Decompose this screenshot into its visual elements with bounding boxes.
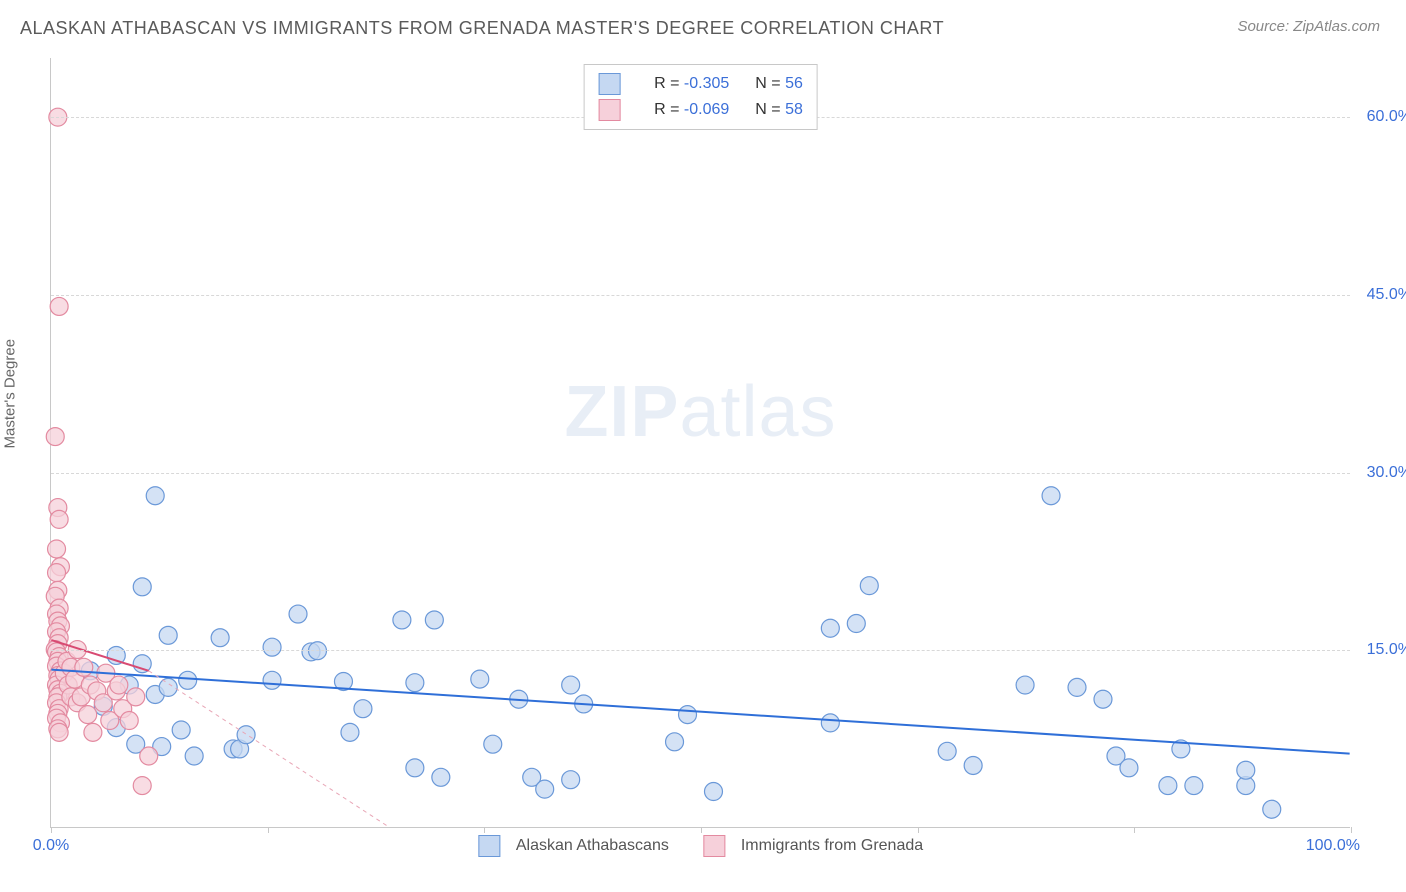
- n-value: 58: [785, 101, 803, 118]
- chart-title: ALASKAN ATHABASCAN VS IMMIGRANTS FROM GR…: [20, 18, 944, 39]
- data-point: [704, 783, 722, 801]
- data-point: [133, 578, 151, 596]
- legend-swatch-icon: [598, 73, 620, 95]
- x-tick: [268, 827, 269, 833]
- n-label: N =: [755, 75, 780, 92]
- y-tick-label: 15.0%: [1367, 641, 1406, 659]
- data-point: [79, 706, 97, 724]
- data-point: [159, 678, 177, 696]
- data-point: [211, 629, 229, 647]
- data-point: [50, 297, 68, 315]
- data-point: [1120, 759, 1138, 777]
- data-point: [179, 671, 197, 689]
- x-tick: [701, 827, 702, 833]
- y-tick-label: 60.0%: [1367, 108, 1406, 126]
- y-tick-label: 45.0%: [1367, 286, 1406, 304]
- data-point: [562, 771, 580, 789]
- data-point: [172, 721, 190, 739]
- data-point: [127, 688, 145, 706]
- legend-row: R = -0.069 N = 58: [598, 97, 803, 123]
- data-point: [666, 733, 684, 751]
- data-point: [1263, 800, 1281, 818]
- data-point: [425, 611, 443, 629]
- n-label: N =: [755, 101, 780, 118]
- data-point: [146, 487, 164, 505]
- x-tick: [1134, 827, 1135, 833]
- data-point: [110, 676, 128, 694]
- data-point: [263, 638, 281, 656]
- x-tick: [484, 827, 485, 833]
- data-point: [562, 676, 580, 694]
- data-point: [484, 735, 502, 753]
- data-point: [48, 564, 66, 582]
- data-point: [471, 670, 489, 688]
- data-point: [679, 706, 697, 724]
- x-tick: [51, 827, 52, 833]
- data-point: [120, 712, 138, 730]
- data-point: [185, 747, 203, 765]
- data-point: [1159, 777, 1177, 795]
- data-point: [406, 759, 424, 777]
- x-tick-label: 100.0%: [1306, 837, 1360, 855]
- gridline: [51, 473, 1350, 474]
- data-point: [860, 577, 878, 595]
- data-point: [289, 605, 307, 623]
- y-axis-label: Master's Degree: [2, 339, 19, 449]
- data-point: [821, 714, 839, 732]
- data-point: [133, 777, 151, 795]
- data-point: [263, 671, 281, 689]
- data-point: [46, 428, 64, 446]
- data-point: [75, 658, 93, 676]
- legend-item: Immigrants from Grenada: [703, 835, 923, 857]
- chart-plot-area: ZIPatlas R = -0.305 N = 56 R = -0.069 N …: [50, 58, 1350, 828]
- data-point: [1042, 487, 1060, 505]
- data-point: [1016, 676, 1034, 694]
- r-value: -0.069: [684, 101, 729, 118]
- r-label: R =: [654, 101, 679, 118]
- legend-row: R = -0.305 N = 56: [598, 71, 803, 97]
- r-value: -0.305: [684, 75, 729, 92]
- data-point: [48, 540, 66, 558]
- x-tick: [918, 827, 919, 833]
- data-point: [536, 780, 554, 798]
- data-point: [354, 700, 372, 718]
- data-point: [1185, 777, 1203, 795]
- legend-swatch-icon: [478, 835, 500, 857]
- legend-item: Alaskan Athabascans: [478, 835, 669, 857]
- n-value: 56: [785, 75, 803, 92]
- correlation-legend: R = -0.305 N = 56 R = -0.069 N = 58: [583, 64, 818, 130]
- data-point: [237, 726, 255, 744]
- data-point: [432, 768, 450, 786]
- data-point: [1237, 761, 1255, 779]
- data-point: [84, 723, 102, 741]
- data-point: [406, 674, 424, 692]
- data-point: [341, 723, 359, 741]
- legend-swatch-icon: [598, 99, 620, 121]
- x-tick: [1351, 827, 1352, 833]
- data-point: [50, 510, 68, 528]
- data-point: [964, 756, 982, 774]
- gridline: [51, 295, 1350, 296]
- source-attribution: Source: ZipAtlas.com: [1237, 18, 1380, 35]
- data-point: [1094, 690, 1112, 708]
- series-legend: Alaskan Athabascans Immigrants from Gren…: [466, 835, 935, 857]
- y-tick-label: 30.0%: [1367, 464, 1406, 482]
- r-label: R =: [654, 75, 679, 92]
- data-point: [50, 723, 68, 741]
- scatter-svg: [51, 58, 1350, 827]
- data-point: [140, 747, 158, 765]
- data-point: [159, 626, 177, 644]
- data-point: [821, 619, 839, 637]
- legend-label: Immigrants from Grenada: [741, 837, 923, 855]
- data-point: [938, 742, 956, 760]
- trend-line-extrapolated: [149, 671, 389, 827]
- data-point: [393, 611, 411, 629]
- data-point: [847, 615, 865, 633]
- legend-label: Alaskan Athabascans: [516, 837, 669, 855]
- gridline: [51, 650, 1350, 651]
- legend-swatch-icon: [703, 835, 725, 857]
- data-point: [1068, 678, 1086, 696]
- x-tick-label: 0.0%: [33, 837, 69, 855]
